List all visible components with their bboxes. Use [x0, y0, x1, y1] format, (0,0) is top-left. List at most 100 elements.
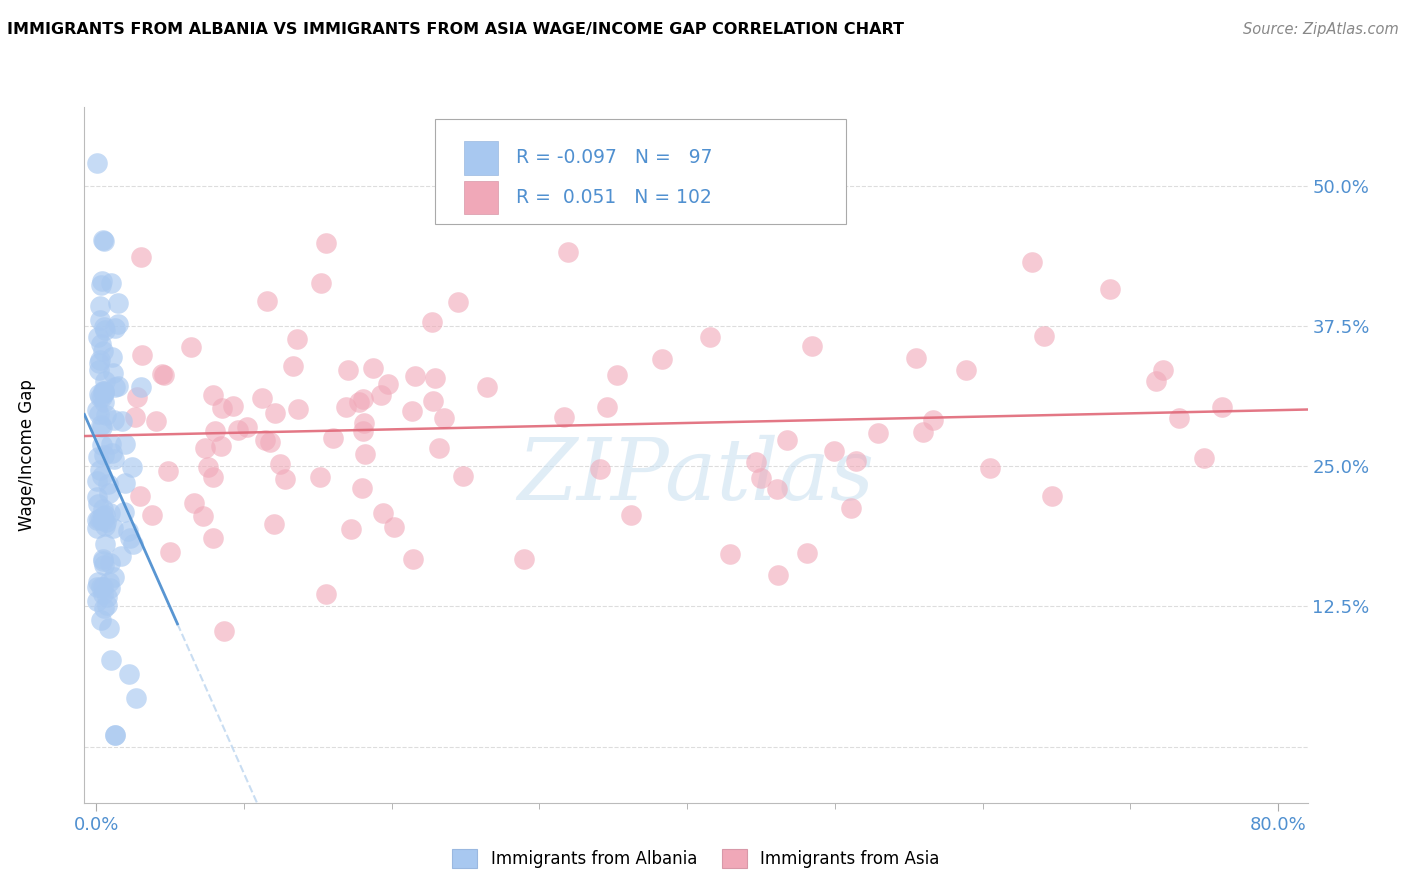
Point: [214, 624, 236, 639]
Point: [90, 337, 112, 351]
Point: [285, 332, 308, 346]
Point: [120, 531, 142, 545]
Point: [101, 446, 124, 460]
Point: [91, 508, 114, 523]
Point: [250, 392, 273, 406]
Point: [447, 294, 470, 309]
Point: [955, 363, 977, 377]
Point: [651, 352, 673, 367]
Point: [619, 508, 641, 523]
Point: [90, 390, 112, 404]
Point: [309, 277, 332, 291]
Point: [191, 509, 214, 524]
Y-axis label: Wage/Income Gap: Wage/Income Gap: [18, 379, 35, 531]
Point: [427, 442, 450, 456]
Point: [89, 463, 111, 477]
Point: [904, 351, 927, 365]
Point: [589, 462, 612, 476]
Point: [121, 459, 143, 474]
Point: [89, 387, 111, 401]
Point: [370, 388, 392, 402]
Text: Source: ZipAtlas.com: Source: ZipAtlas.com: [1243, 22, 1399, 37]
Point: [979, 461, 1001, 475]
Point: [264, 406, 287, 420]
Point: [91, 502, 114, 516]
Point: [766, 568, 789, 582]
Point: [89, 353, 111, 368]
Point: [1021, 255, 1043, 269]
Point: [89, 390, 111, 404]
Point: [93, 343, 115, 358]
Point: [596, 400, 619, 414]
Point: [336, 363, 359, 377]
Point: [98, 486, 121, 500]
Point: [866, 426, 889, 441]
Point: [87, 575, 110, 590]
Point: [718, 547, 741, 561]
Point: [347, 395, 370, 409]
Point: [315, 587, 337, 601]
Point: [263, 517, 285, 532]
Point: [101, 350, 124, 364]
Point: [745, 455, 768, 469]
Point: [87, 497, 110, 511]
Point: [1040, 489, 1063, 503]
Point: [197, 459, 219, 474]
Point: [100, 653, 122, 667]
Point: [91, 551, 114, 566]
Point: [87, 356, 110, 370]
Point: [94, 409, 117, 423]
Point: [141, 508, 163, 522]
Point: [451, 469, 474, 483]
Point: [90, 580, 112, 594]
Point: [91, 554, 114, 568]
Point: [796, 546, 818, 560]
Point: [475, 380, 498, 394]
Point: [94, 518, 117, 533]
Point: [204, 424, 226, 438]
Point: [114, 437, 136, 451]
Point: [94, 375, 117, 389]
Point: [93, 558, 115, 573]
Point: [340, 522, 363, 536]
Point: [281, 359, 304, 374]
Point: [93, 513, 115, 527]
Point: [183, 496, 205, 510]
Point: [96, 590, 118, 604]
Point: [420, 315, 443, 329]
FancyBboxPatch shape: [436, 119, 846, 224]
Point: [111, 414, 134, 428]
Point: [89, 313, 111, 327]
Point: [86, 402, 108, 417]
Point: [104, 320, 127, 334]
Point: [274, 472, 297, 486]
Point: [98, 556, 121, 570]
Point: [93, 395, 115, 409]
Point: [87, 407, 110, 421]
Point: [1192, 451, 1215, 466]
Point: [90, 468, 112, 483]
Point: [104, 380, 127, 394]
Point: [824, 444, 846, 458]
Point: [259, 434, 281, 449]
Point: [89, 512, 111, 526]
Point: [765, 483, 787, 497]
Text: R =  0.051   N = 102: R = 0.051 N = 102: [516, 188, 711, 207]
Point: [352, 392, 374, 407]
Point: [86, 474, 108, 488]
Point: [180, 340, 202, 354]
Point: [93, 320, 115, 334]
Point: [201, 388, 224, 402]
Point: [114, 475, 136, 490]
Point: [104, 729, 127, 743]
Point: [352, 481, 374, 495]
Point: [377, 377, 399, 392]
Point: [107, 378, 129, 392]
Point: [776, 434, 799, 448]
Point: [159, 545, 181, 559]
Point: [699, 330, 721, 344]
Point: [433, 411, 456, 425]
Point: [153, 368, 176, 382]
Point: [93, 385, 115, 400]
Point: [423, 370, 446, 384]
